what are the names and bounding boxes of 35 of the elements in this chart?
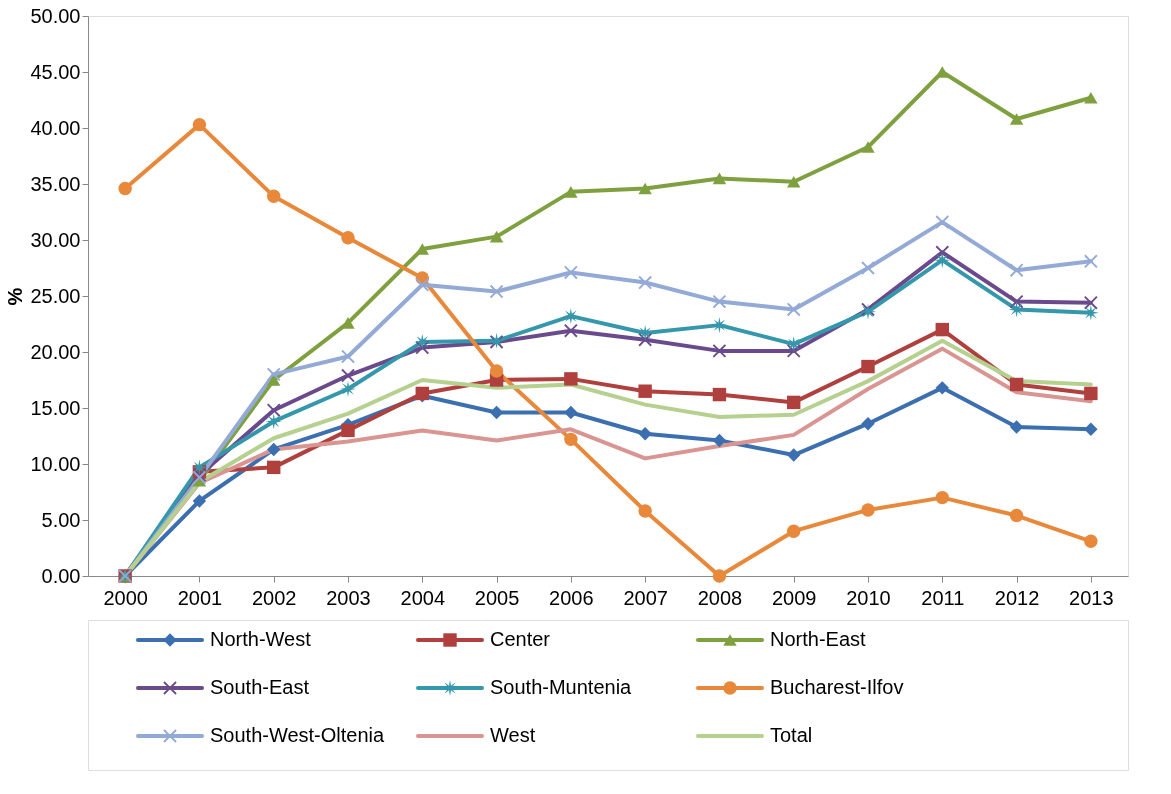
y-tick-label: 20.00	[30, 340, 81, 363]
legend-label: South-East	[210, 676, 310, 698]
y-tick-label: 50.00	[30, 4, 81, 27]
x-tick-label: 2012	[994, 586, 1040, 609]
y-axis-title: %	[4, 287, 27, 306]
y-tick-label: 15.00	[30, 396, 81, 419]
y-tick-label: 30.00	[30, 228, 81, 251]
y-tick-label: 5.00	[41, 508, 81, 531]
y-tick-label: 45.00	[30, 60, 81, 83]
y-tick-label: 40.00	[30, 116, 81, 139]
x-tick-label: 2004	[400, 586, 446, 609]
x-tick-label: 2009	[771, 586, 817, 609]
x-tick-label: 2008	[697, 586, 743, 609]
legend-label: South-West-Oltenia	[210, 724, 386, 746]
x-tick-label: 2001	[177, 586, 223, 609]
legend-label: Total	[770, 724, 813, 746]
x-tick-label: 2000	[103, 586, 148, 609]
x-tick-label: 2002	[251, 586, 297, 609]
legend-label: South-Muntenia	[490, 676, 633, 698]
legend-label: North-West	[210, 628, 312, 650]
legend-label: Bucharest-Ilfov	[770, 676, 904, 698]
x-tick-label: 2005	[474, 586, 520, 609]
y-tick-label: 35.00	[30, 172, 81, 195]
y-tick-label: 0.00	[41, 564, 81, 587]
legend-label: North-East	[770, 628, 867, 650]
x-tick-label: 2006	[549, 586, 594, 609]
x-tick-label: 2011	[921, 586, 965, 609]
legend-label: Center	[490, 628, 551, 650]
y-tick-label: 25.00	[30, 284, 81, 307]
y-tick-label: 10.00	[30, 452, 81, 475]
legend-label: West	[490, 724, 536, 746]
x-tick-label: 2003	[326, 586, 371, 609]
x-tick-label: 2007	[623, 586, 668, 609]
x-tick-label: 2013	[1069, 586, 1114, 609]
x-tick-label: 2010	[846, 586, 891, 609]
